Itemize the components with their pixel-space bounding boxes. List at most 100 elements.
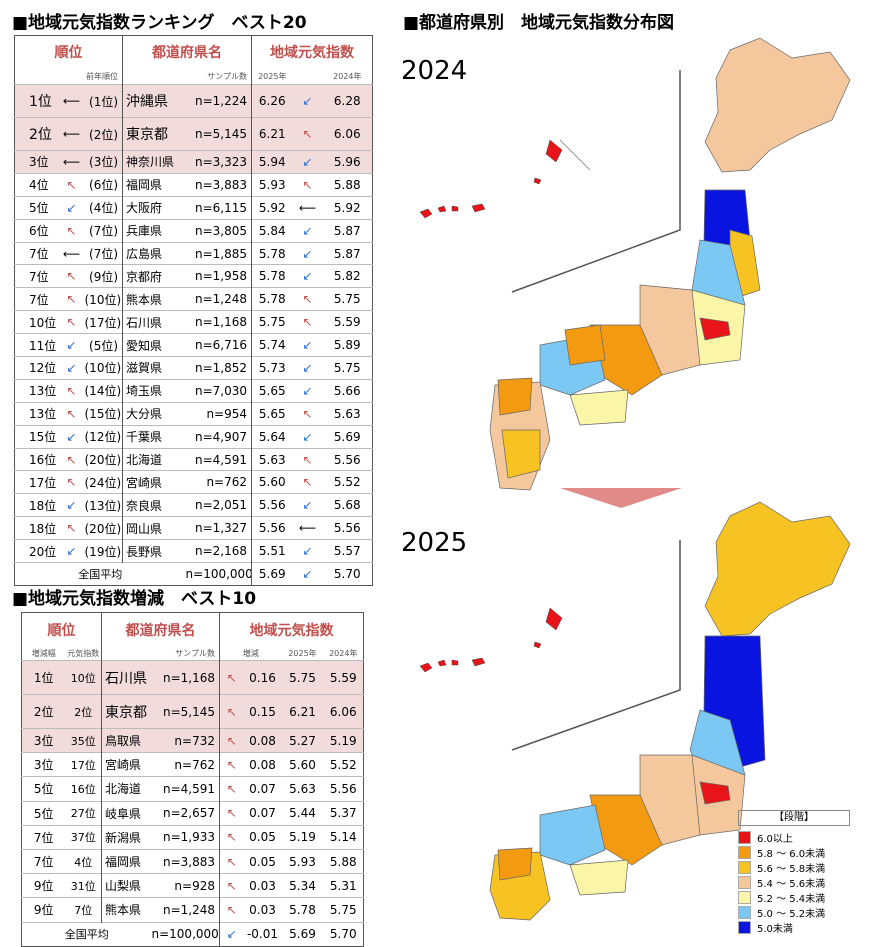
table-row: 12位 ↙ (10位) 滋賀県 n=1,852 5.73 ↙ 5.75 [14, 356, 373, 380]
value-2025-cell: 5.92 [251, 195, 293, 220]
pref-cell: 埼玉県 [122, 378, 186, 403]
inc-header-rank: 順位 [47, 622, 76, 639]
sample-cell: n=2,051 [185, 493, 252, 517]
kyushu-south-2024 [501, 429, 541, 479]
sample-cell: n=1,224 [185, 84, 252, 118]
sample-cell: n=4,591 [185, 447, 252, 471]
pref-cell: 岡山県 [122, 516, 186, 540]
inc-trend-icon: ↖ [219, 752, 244, 777]
value-2024-cell: 5.68 [322, 493, 373, 517]
tokyo-2025 [699, 781, 731, 805]
rank-cell: 1位 [14, 84, 59, 118]
inc-overall-cell: 4位 [65, 848, 102, 874]
inc-overall-cell: 7位 [65, 897, 102, 922]
inc-2025-cell: 5.78 [281, 897, 324, 922]
inc-avg-change: -0.01 [243, 921, 282, 947]
inc-2024-cell: 5.14 [323, 824, 364, 850]
value-trend-icon: ↖ [292, 117, 323, 151]
value-2025-cell: 5.65 [251, 378, 293, 403]
table-row: 16位 ↖ (20位) 北海道 n=4,591 5.63 ↖ 5.56 [14, 447, 373, 471]
legend-label: 5.0未満 [757, 924, 793, 935]
inc-change-cell: 0.07 [243, 776, 282, 802]
prev-rank-cell: (10位) [84, 356, 123, 380]
inc-trend-icon: ↖ [219, 660, 244, 695]
inc-pref-cell: 山梨県 [101, 873, 152, 898]
value-2025-cell: 6.21 [251, 117, 293, 151]
value-trend-icon: ↖ [292, 310, 323, 334]
value-2025-cell: 5.93 [251, 172, 293, 197]
pref-cell: 愛知県 [122, 333, 186, 357]
inc-rank-cell: 2位 [21, 694, 66, 729]
value-trend-icon: ↙ [292, 150, 323, 174]
table-row: 3位 ⟵ (3位) 神奈川県 n=3,323 5.94 ↙ 5.96 [14, 150, 373, 174]
avg-2025: 5.69 [251, 562, 293, 586]
header-index: 地域元気指数 [251, 35, 373, 68]
inc-2025-cell: 5.93 [281, 848, 324, 874]
inc-pref-cell: 新潟県 [101, 824, 152, 850]
rank-trend-icon: ↖ [58, 378, 85, 403]
sample-cell: n=2,168 [185, 539, 252, 563]
table-row: 10位 ↖ (17位) 石川県 n=1,168 5.75 ↖ 5.59 [14, 310, 373, 334]
rank-trend-icon: ↖ [58, 218, 85, 243]
table-row: 7位 ↖ (9位) 京都府 n=1,958 5.78 ↙ 5.82 [14, 264, 373, 288]
inc-pref-cell: 宮崎県 [101, 752, 152, 777]
table-row: 1位 10位 石川県 n=1,168 ↖ 0.16 5.75 5.59 [21, 660, 364, 695]
pref-cell: 熊本県 [122, 287, 186, 311]
rank-trend-icon: ⟵ [58, 241, 85, 265]
rank-cell: 18位 [14, 493, 59, 517]
pref-cell: 大阪府 [122, 195, 186, 220]
inc-overall-cell: 2位 [65, 694, 102, 729]
value-2025-cell: 5.84 [251, 218, 293, 243]
rank-trend-icon: ↙ [58, 356, 85, 380]
prev-rank-cell: (13位) [84, 493, 123, 517]
rank-cell: 7位 [14, 287, 59, 311]
legend-item: 5.0未満 [738, 920, 850, 935]
table-row: 6位 ↖ (7位) 兵庫県 n=3,805 5.84 ↙ 5.87 [14, 218, 373, 243]
legend-item: 5.6 ～ 5.8未満 [738, 860, 850, 875]
inc-trend-icon: ↖ [219, 776, 244, 802]
subheader-prev: 前年順位 [86, 71, 119, 81]
avg-row: 全国平均 n=100,000 5.69 ↙ 5.70 [14, 562, 373, 586]
inc-header-pref: 都道府県名 [101, 612, 220, 646]
inc-rank-cell: 7位 [21, 824, 66, 850]
increase-title: ■地域元気指数増減 ベスト10 [12, 589, 257, 609]
prev-rank-cell: (9位) [84, 264, 123, 288]
inc-rank-cell: 5位 [21, 800, 66, 826]
value-trend-icon: ↙ [292, 264, 323, 288]
inc-pref-cell: 熊本県 [101, 897, 152, 922]
inset-dash-2024 [559, 139, 591, 171]
rank-cell: 3位 [14, 150, 59, 174]
table-row: 13位 ↖ (15位) 大分県 n=954 5.65 ↖ 5.63 [14, 401, 373, 426]
rank-cell: 17位 [14, 470, 59, 494]
table-row: 2位 2位 東京都 n=5,145 ↖ 0.15 6.21 6.06 [21, 694, 364, 729]
inc-pref-cell: 鳥取県 [101, 727, 152, 753]
value-trend-icon: ↙ [292, 84, 323, 118]
table-row: 20位 ↙ (19位) 長野県 n=2,168 5.51 ↙ 5.57 [14, 539, 373, 563]
inc-2025-cell: 5.60 [281, 752, 324, 777]
inc-header-index: 地域元気指数 [219, 612, 364, 646]
value-trend-icon: ↙ [292, 539, 323, 563]
value-2024-cell: 5.69 [322, 424, 373, 449]
legend-label: 5.8 ～ 6.0未満 [757, 849, 826, 860]
rank-trend-icon: ↖ [58, 287, 85, 311]
chugoku-east-2024 [564, 324, 606, 366]
inc-change-cell: 0.05 [243, 848, 282, 874]
rank-trend-icon: ↙ [58, 493, 85, 517]
inc-change-cell: 0.03 [243, 897, 282, 922]
inc-rank-cell: 3位 [21, 752, 66, 777]
sample-cell: n=7,030 [185, 378, 252, 403]
sample-cell: n=1,168 [185, 310, 252, 334]
table-row: 7位 ⟵ (7位) 広島県 n=1,885 5.78 ↙ 5.87 [14, 241, 373, 265]
subheader-spacer [293, 68, 323, 85]
pref-cell: 長野県 [122, 539, 186, 563]
value-2024-cell: 6.06 [322, 117, 373, 151]
inc-trend-icon: ↖ [219, 848, 244, 874]
legend-label: 5.4 ～ 5.6未満 [757, 879, 826, 890]
inc-overall-cell: 10位 [65, 660, 102, 695]
prev-rank-cell: (19位) [84, 539, 123, 563]
inc-change-cell: 0.08 [243, 727, 282, 753]
value-2025-cell: 5.56 [251, 493, 293, 517]
inc-2025-cell: 5.75 [281, 660, 324, 695]
sample-cell: n=762 [185, 470, 252, 494]
inc-pref-cell: 福岡県 [101, 848, 152, 874]
